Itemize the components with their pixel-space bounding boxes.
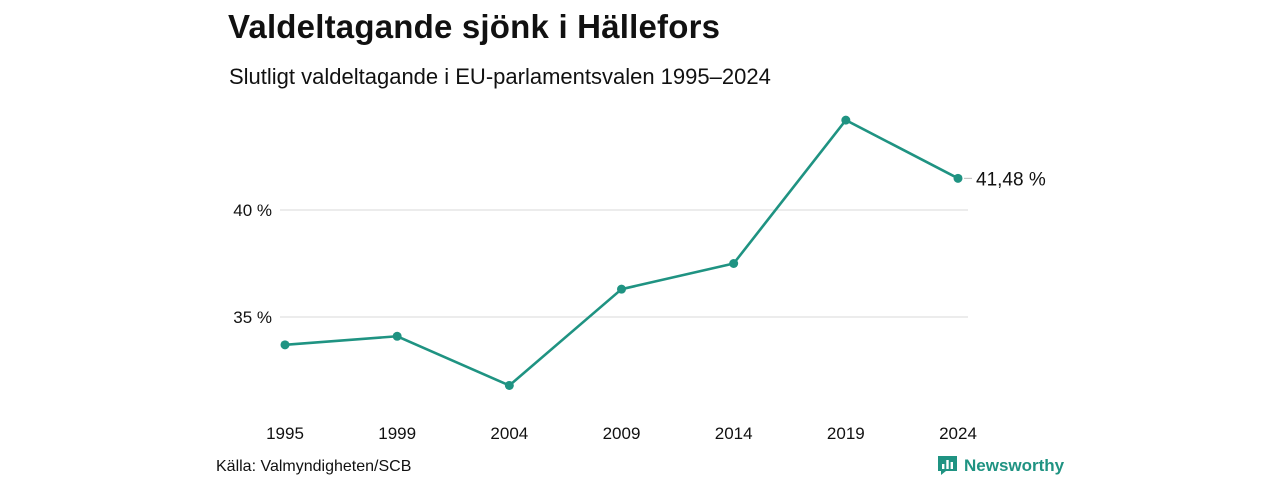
data-point — [392, 331, 402, 341]
end-label-group: 41,48 % — [964, 169, 1046, 190]
x-tick-label: 2009 — [603, 424, 641, 443]
newsworthy-logo-icon — [938, 456, 957, 475]
data-point — [280, 340, 290, 350]
data-point — [617, 284, 626, 294]
newsworthy-logo: Newsworthy — [937, 455, 1064, 476]
gridlines — [280, 209, 968, 318]
source-note: Källa: Valmyndigheten/SCB — [216, 458, 412, 475]
data-point — [953, 173, 963, 183]
y-tick-label: 35 % — [233, 308, 272, 327]
series-line-group — [283, 118, 960, 387]
x-axis-labels: 1995 1999 2004 2009 2014 2019 2024 — [266, 424, 977, 443]
x-tick-label: 1995 — [266, 424, 304, 443]
y-tick-label: 40 % — [233, 201, 272, 220]
data-point — [729, 259, 739, 268]
data-point — [841, 115, 851, 125]
brand-name: Newsworthy — [964, 455, 1065, 475]
series-line — [283, 118, 960, 387]
end-value-label: 41,48 % — [976, 169, 1046, 190]
x-tick-label: 2004 — [490, 424, 528, 443]
chart-subtitle: Slutligt valdeltagande i EU-parlamentsva… — [229, 64, 771, 89]
x-tick-label: 2019 — [827, 424, 865, 443]
data-points — [280, 115, 963, 390]
data-point — [504, 380, 514, 390]
x-tick-label: 2014 — [715, 424, 753, 443]
chart-title: Valdeltagande sjönk i Hällefors — [228, 8, 721, 45]
x-tick-label: 1999 — [378, 424, 416, 443]
y-axis-labels: 35 % 40 % — [233, 201, 272, 327]
x-tick-label: 2024 — [939, 424, 977, 443]
